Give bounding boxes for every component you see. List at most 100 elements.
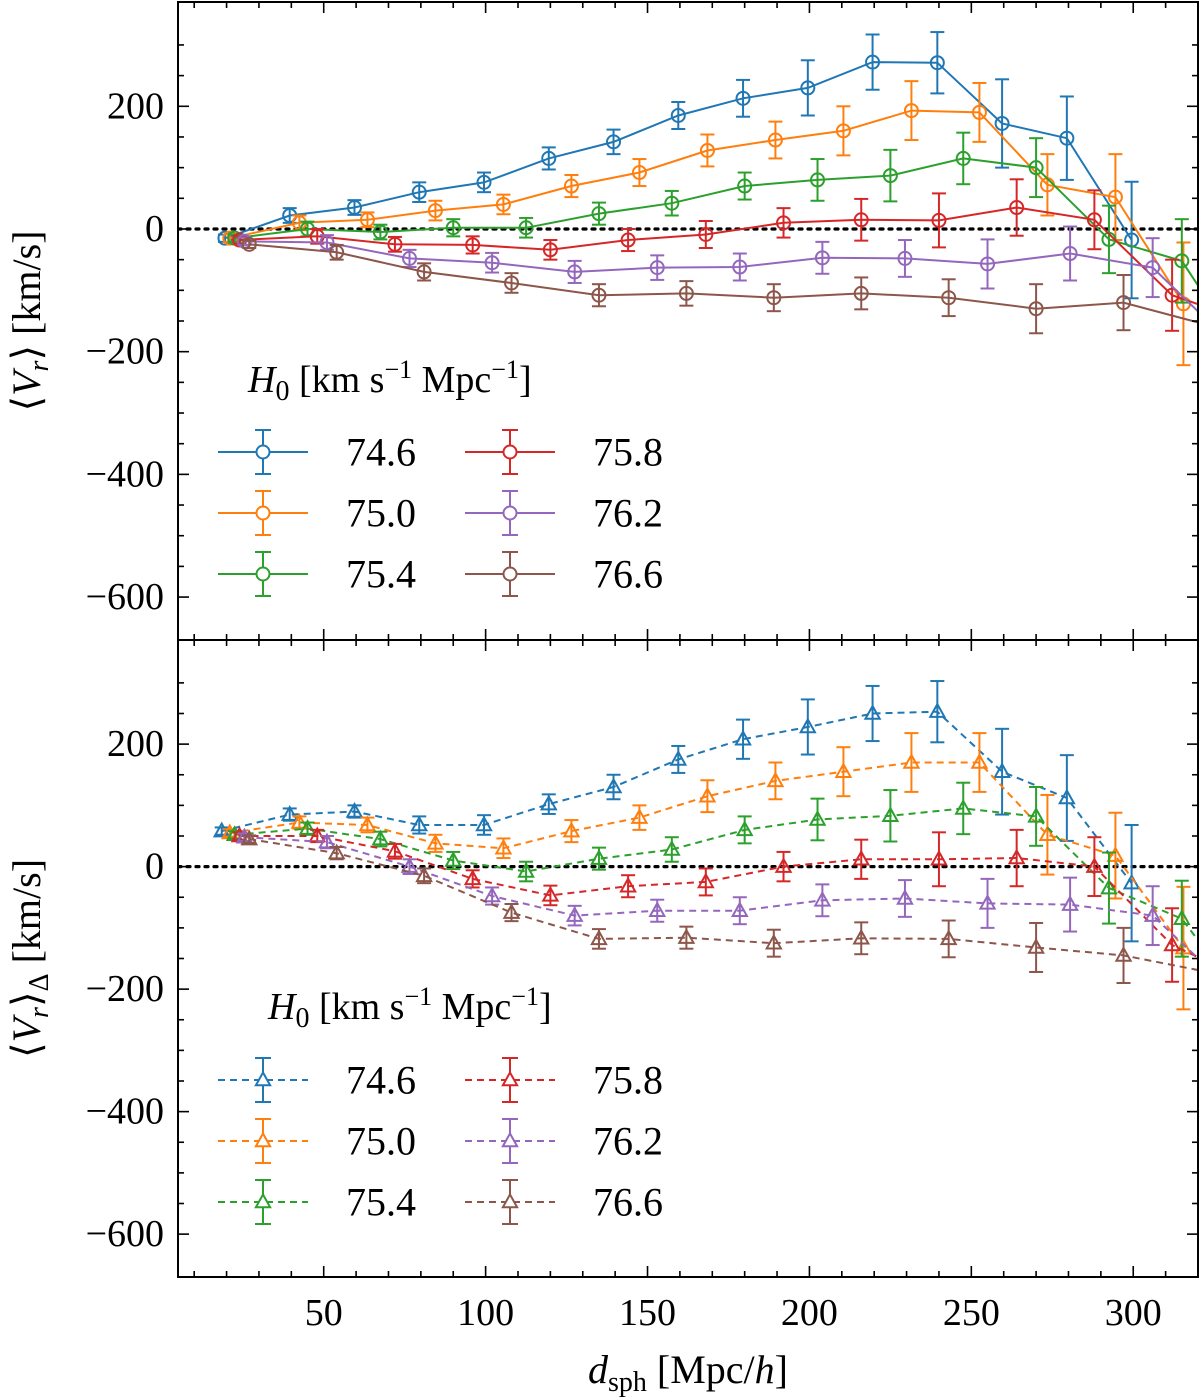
bottom-data-point bbox=[669, 749, 688, 766]
top-data-point bbox=[372, 224, 388, 240]
top-y-tick-label: −400 bbox=[86, 453, 164, 495]
top-legend-label: 75.0 bbox=[346, 491, 416, 536]
top-data-point bbox=[955, 150, 971, 166]
top-data-point bbox=[903, 103, 919, 119]
top-legend-marker bbox=[255, 444, 271, 460]
x-tick-label: 100 bbox=[457, 1292, 514, 1334]
top-data-point bbox=[402, 250, 418, 266]
bottom-data-point bbox=[604, 777, 623, 794]
top-data-point bbox=[1062, 246, 1078, 262]
bottom-data-point bbox=[881, 806, 900, 823]
bottom-data-point bbox=[863, 703, 882, 720]
bottom-panel: 200 0 −200 −400 −600 50 100 150 200 250 300 ⟨Vr⟩Δ… bbox=[4, 639, 1199, 1398]
bottom-axes-frame bbox=[177, 639, 1199, 1278]
bottom-data-point bbox=[298, 819, 317, 835]
bottom-data-point bbox=[565, 906, 584, 922]
bottom-data-point bbox=[318, 832, 336, 849]
bottom-legend-marker bbox=[501, 1131, 519, 1148]
bottom-legend-marker bbox=[501, 1070, 519, 1087]
top-y-ticks: 200 0 −200 −400 −600 bbox=[86, 44, 1198, 618]
top-data-point bbox=[1107, 189, 1123, 205]
bottom-legend-label: 75.4 bbox=[346, 1180, 416, 1225]
bottom-data-point bbox=[798, 717, 817, 734]
bottom-data-point bbox=[410, 815, 429, 832]
bottom-data-point bbox=[1027, 806, 1045, 823]
bottom-data-point bbox=[730, 901, 749, 917]
bottom-data-point bbox=[808, 809, 827, 826]
bottom-legend-entry-76.2: 76.2 bbox=[465, 1118, 663, 1164]
top-data-point bbox=[465, 237, 481, 253]
top-legend-entry-76.2: 76.2 bbox=[465, 490, 663, 536]
top-data-point bbox=[766, 290, 782, 306]
top-legend-label: 76.2 bbox=[593, 491, 663, 536]
top-data-point bbox=[810, 172, 826, 188]
bottom-legend-label: 75.8 bbox=[593, 1058, 663, 1103]
top-data-point bbox=[504, 275, 520, 291]
top-data-point bbox=[698, 227, 714, 243]
bottom-series-75.0-line bbox=[229, 761, 1185, 949]
top-legend-title: H0 [km s−1 Mpc−1] bbox=[247, 355, 532, 407]
bottom-data-point bbox=[1163, 935, 1181, 952]
bottom-y-tick-label: 0 bbox=[145, 846, 164, 888]
bottom-data-point bbox=[939, 929, 958, 946]
x-axis-label: dsph [Mpc/h] bbox=[588, 1347, 788, 1398]
bottom-data-layer bbox=[178, 680, 1198, 1011]
bottom-data-point bbox=[954, 798, 973, 815]
bottom-legend-label: 76.6 bbox=[593, 1180, 663, 1225]
bottom-data-point bbox=[541, 885, 560, 902]
bottom-series-75.4 bbox=[225, 781, 1198, 958]
bottom-legend-label: 76.2 bbox=[593, 1119, 663, 1164]
top-legend: H0 [km s−1 Mpc−1] 74.6 75.0 75.4 75.8 76.2 76… bbox=[218, 355, 663, 597]
top-series-76.6 bbox=[241, 236, 1198, 335]
bottom-y-tick-label: −600 bbox=[86, 1213, 164, 1255]
bottom-legend-entry-75.8: 75.8 bbox=[465, 1057, 663, 1103]
bottom-data-point bbox=[766, 771, 785, 788]
top-legend-marker bbox=[502, 505, 518, 521]
bottom-data-point bbox=[1007, 848, 1026, 865]
top-series-76.2 bbox=[236, 225, 1198, 313]
bottom-data-point bbox=[852, 849, 871, 866]
top-legend-label: 74.6 bbox=[346, 430, 416, 475]
top-data-point bbox=[699, 142, 715, 158]
bottom-data-point bbox=[345, 801, 364, 818]
bottom-data-point bbox=[902, 752, 921, 769]
top-data-point bbox=[631, 165, 647, 181]
top-data-point bbox=[853, 212, 869, 228]
bottom-data-point bbox=[834, 762, 853, 778]
bottom-data-point bbox=[1172, 909, 1191, 925]
top-y-tick-label: 200 bbox=[107, 85, 164, 127]
bottom-data-point bbox=[463, 869, 482, 886]
bottom-data-point bbox=[1038, 825, 1057, 842]
top-data-point bbox=[542, 242, 558, 258]
bottom-x-ticks: 50 100 150 200 250 300 bbox=[193, 640, 1167, 1334]
bottom-data-point bbox=[475, 815, 493, 832]
top-data-point bbox=[346, 200, 362, 216]
top-legend-label: 76.6 bbox=[593, 552, 663, 597]
bottom-legend-entry-76.6: 76.6 bbox=[465, 1179, 663, 1225]
bottom-data-point bbox=[928, 702, 947, 718]
bottom-data-point bbox=[630, 808, 649, 824]
top-panel: 200 0 −200 −400 −600 ⟨Vr⟩ [km/s] H0 [km s−1 … bbox=[4, 1, 1199, 641]
bottom-y-tick-label: −400 bbox=[86, 1091, 164, 1133]
bottom-data-point bbox=[290, 812, 309, 829]
top-data-point bbox=[882, 168, 898, 184]
top-data-point bbox=[929, 55, 945, 71]
top-legend-entry-75.8: 75.8 bbox=[465, 429, 663, 475]
bottom-legend-title: H0 [km s−1 Mpc−1] bbox=[267, 982, 552, 1034]
top-data-point bbox=[495, 196, 511, 212]
top-data-point bbox=[814, 250, 830, 266]
bottom-data-point bbox=[696, 872, 715, 889]
bottom-data-point bbox=[764, 933, 783, 950]
bottom-data-point bbox=[813, 890, 832, 907]
bottom-data-point bbox=[590, 849, 608, 865]
top-data-point bbox=[678, 285, 694, 301]
bottom-data-point bbox=[852, 928, 871, 945]
top-data-point bbox=[567, 264, 583, 280]
top-data-point bbox=[1028, 301, 1044, 317]
x-tick-label: 300 bbox=[1105, 1292, 1162, 1334]
top-data-point bbox=[931, 212, 947, 228]
top-data-point bbox=[606, 134, 622, 150]
bottom-legend-entry-75.4: 75.4 bbox=[218, 1179, 416, 1225]
top-data-point bbox=[359, 212, 375, 228]
